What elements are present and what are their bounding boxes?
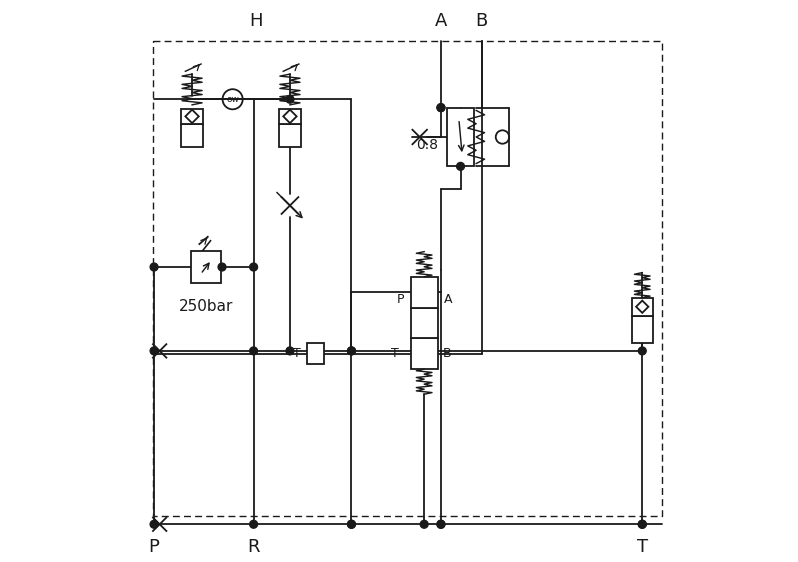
- Circle shape: [638, 520, 646, 528]
- Circle shape: [638, 520, 646, 528]
- Bar: [447, 108, 475, 166]
- Bar: [411, 338, 437, 369]
- Text: A: A: [435, 12, 447, 30]
- Bar: [181, 109, 203, 124]
- Text: B: B: [443, 347, 452, 360]
- Circle shape: [638, 347, 646, 355]
- Text: P: P: [148, 538, 160, 556]
- Text: T: T: [637, 538, 648, 556]
- Circle shape: [421, 520, 428, 528]
- Bar: [181, 124, 203, 147]
- Circle shape: [348, 347, 355, 355]
- Circle shape: [348, 520, 355, 528]
- Circle shape: [218, 263, 226, 271]
- Text: ow: ow: [226, 95, 239, 104]
- Text: R: R: [247, 538, 260, 556]
- Circle shape: [348, 347, 355, 355]
- Text: T: T: [294, 347, 301, 360]
- Circle shape: [437, 520, 444, 528]
- Text: A: A: [444, 293, 452, 306]
- Circle shape: [150, 520, 158, 528]
- Circle shape: [250, 263, 258, 271]
- Circle shape: [150, 263, 158, 271]
- Bar: [306, 343, 323, 364]
- Circle shape: [286, 347, 294, 355]
- Bar: [191, 251, 222, 283]
- Text: B: B: [476, 12, 488, 30]
- Bar: [279, 124, 301, 147]
- Circle shape: [286, 96, 294, 103]
- Text: 250bar: 250bar: [179, 298, 233, 314]
- Circle shape: [250, 520, 258, 528]
- Text: H: H: [250, 12, 263, 30]
- Circle shape: [250, 347, 258, 355]
- Bar: [632, 316, 653, 342]
- Text: T: T: [391, 347, 398, 360]
- Circle shape: [437, 104, 444, 111]
- Circle shape: [437, 520, 444, 528]
- Bar: [411, 307, 437, 338]
- Bar: [279, 109, 301, 124]
- Text: P: P: [397, 293, 404, 306]
- Bar: [632, 298, 653, 316]
- Text: 0.8: 0.8: [416, 138, 438, 152]
- Bar: [411, 277, 437, 307]
- Circle shape: [150, 347, 158, 355]
- Circle shape: [456, 162, 464, 170]
- Circle shape: [348, 520, 355, 528]
- Circle shape: [437, 104, 444, 111]
